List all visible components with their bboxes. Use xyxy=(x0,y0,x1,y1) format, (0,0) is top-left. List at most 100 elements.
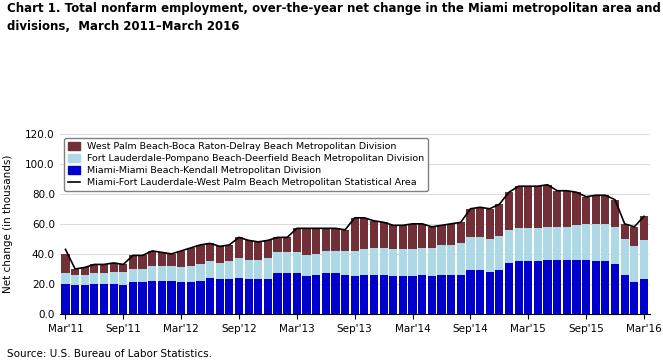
Bar xyxy=(225,261,233,279)
Bar xyxy=(534,228,542,261)
Bar xyxy=(476,238,484,270)
Bar xyxy=(389,225,397,249)
Bar xyxy=(621,224,629,239)
Bar xyxy=(591,261,600,314)
Bar xyxy=(81,275,89,286)
Bar xyxy=(71,269,79,275)
Bar xyxy=(139,269,147,282)
Bar xyxy=(563,227,571,260)
Bar xyxy=(370,221,378,248)
Bar xyxy=(158,266,166,281)
Bar xyxy=(206,278,214,314)
Miami-Fort Lauderdale-West Palm Beach Metropolitan Statistical Area xyxy=(71,267,79,271)
Text: Chart 1. Total nonfarm employment, over-the-year net change in the Miami metropo: Chart 1. Total nonfarm employment, over-… xyxy=(7,2,663,15)
Bar xyxy=(177,268,185,282)
Bar xyxy=(495,236,503,270)
Bar xyxy=(332,251,339,274)
Bar xyxy=(109,263,118,272)
Bar xyxy=(254,242,263,260)
Bar xyxy=(360,249,369,275)
Bar xyxy=(187,282,195,314)
Bar xyxy=(351,277,359,314)
Bar xyxy=(100,264,108,274)
Bar xyxy=(582,197,590,224)
Bar xyxy=(640,279,648,314)
Miami-Fort Lauderdale-West Palm Beach Metropolitan Statistical Area xyxy=(582,195,590,199)
Bar xyxy=(273,274,282,314)
Bar xyxy=(438,275,446,314)
Bar xyxy=(399,225,407,249)
Bar xyxy=(524,186,532,229)
Bar xyxy=(119,286,127,314)
Bar xyxy=(408,277,416,314)
Bar xyxy=(245,260,253,279)
Bar xyxy=(119,264,127,272)
Bar xyxy=(447,224,455,245)
Bar xyxy=(466,209,475,238)
Bar xyxy=(418,224,426,248)
Bar xyxy=(206,243,214,261)
Text: Source: U.S. Bureau of Labor Statistics.: Source: U.S. Bureau of Labor Statistics. xyxy=(7,349,211,359)
Bar xyxy=(293,252,301,274)
Bar xyxy=(457,243,465,275)
Bar xyxy=(196,245,205,264)
Bar xyxy=(572,225,581,260)
Bar xyxy=(582,224,590,260)
Bar xyxy=(379,248,388,275)
Bar xyxy=(563,260,571,314)
Bar xyxy=(524,228,532,261)
Bar xyxy=(514,261,522,314)
Bar xyxy=(428,227,436,248)
Bar xyxy=(206,261,214,278)
Bar xyxy=(168,281,176,314)
Bar xyxy=(264,240,272,258)
Bar xyxy=(631,246,638,282)
Bar xyxy=(215,279,224,314)
Bar xyxy=(495,270,503,314)
Bar xyxy=(466,238,475,270)
Bar xyxy=(90,264,99,274)
Bar xyxy=(418,275,426,314)
Bar xyxy=(640,240,648,279)
Bar xyxy=(62,284,70,314)
Bar xyxy=(476,207,484,238)
Bar xyxy=(225,279,233,314)
Bar xyxy=(582,260,590,314)
Bar xyxy=(302,229,310,256)
Bar xyxy=(341,275,349,314)
Miami-Fort Lauderdale-West Palm Beach Metropolitan Statistical Area xyxy=(187,246,195,250)
Bar xyxy=(601,261,609,314)
Bar xyxy=(332,229,339,251)
Bar xyxy=(544,185,552,227)
Bar xyxy=(611,264,619,314)
Bar xyxy=(341,230,349,251)
Bar xyxy=(177,282,185,314)
Miami-Fort Lauderdale-West Palm Beach Metropolitan Statistical Area xyxy=(640,214,648,218)
Bar xyxy=(302,256,310,277)
Bar xyxy=(563,191,571,227)
Bar xyxy=(572,260,581,314)
Miami-Fort Lauderdale-West Palm Beach Metropolitan Statistical Area xyxy=(206,241,214,245)
Bar xyxy=(438,225,446,245)
Bar xyxy=(466,270,475,314)
Bar xyxy=(351,251,359,277)
Bar xyxy=(302,277,310,314)
Bar xyxy=(148,266,156,281)
Bar xyxy=(351,218,359,251)
Bar xyxy=(408,224,416,249)
Bar xyxy=(119,272,127,286)
Bar xyxy=(322,229,330,251)
Bar xyxy=(408,249,416,277)
Bar xyxy=(273,238,282,252)
Bar xyxy=(524,261,532,314)
Bar xyxy=(534,186,542,229)
Miami-Fort Lauderdale-West Palm Beach Metropolitan Statistical Area xyxy=(418,222,426,226)
Bar xyxy=(485,239,494,272)
Miami-Fort Lauderdale-West Palm Beach Metropolitan Statistical Area xyxy=(380,220,388,225)
Bar xyxy=(505,192,513,230)
Bar xyxy=(534,261,542,314)
Bar xyxy=(158,252,166,266)
Bar xyxy=(177,251,185,268)
Bar xyxy=(631,282,638,314)
Bar xyxy=(457,275,465,314)
